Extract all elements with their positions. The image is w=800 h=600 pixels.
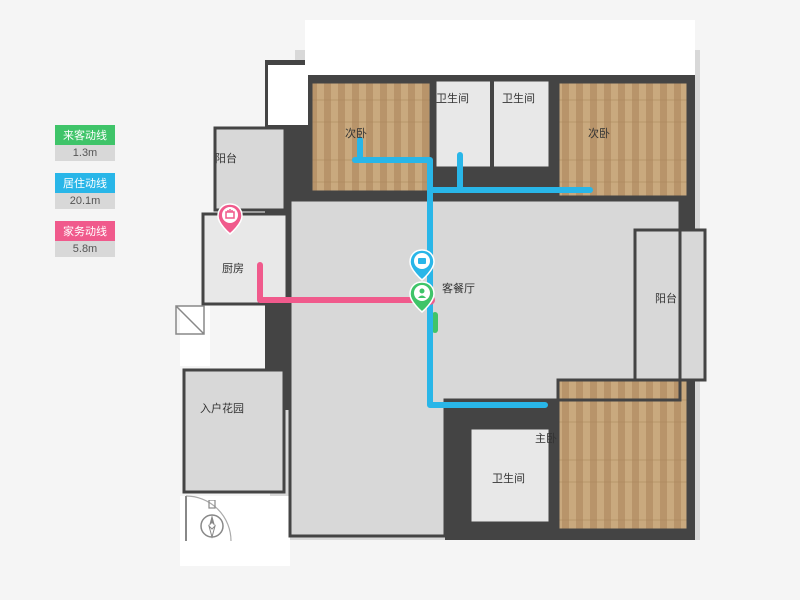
room-label: 厨房 <box>222 260 244 276</box>
room-label: 卫生间 <box>492 470 525 486</box>
room-label: 次卧 <box>345 125 367 141</box>
legend-label-house: 家务动线 <box>55 221 115 241</box>
room-label: 次卧 <box>588 125 610 141</box>
legend-value-living: 20.1m <box>55 193 115 209</box>
room-label: 卫生间 <box>502 90 535 106</box>
room-label: 主卧 <box>535 430 557 446</box>
room-label: 阳台 <box>655 290 677 306</box>
person-marker-icon <box>408 280 436 314</box>
legend-label-living: 居住动线 <box>55 173 115 193</box>
legend-item-guest: 来客动线 1.3m <box>55 125 115 161</box>
seat-marker-icon <box>408 248 436 282</box>
legend-item-living: 居住动线 20.1m <box>55 173 115 209</box>
floor-plan: 次卧卫生间卫生间次卧阳台厨房客餐厅阳台入户花园卫生间主卧 <box>170 20 740 580</box>
legend-value-house: 5.8m <box>55 241 115 257</box>
room-label: 入户花园 <box>200 400 244 416</box>
legend-value-guest: 1.3m <box>55 145 115 161</box>
room-label: 客餐厅 <box>442 280 475 296</box>
legend-label-guest: 来客动线 <box>55 125 115 145</box>
room-label: 卫生间 <box>436 90 469 106</box>
legend: 来客动线 1.3m 居住动线 20.1m 家务动线 5.8m <box>55 125 115 269</box>
cook-marker-icon <box>216 202 244 236</box>
room-label: 阳台 <box>215 150 237 166</box>
compass-icon <box>195 500 229 545</box>
legend-item-house: 家务动线 5.8m <box>55 221 115 257</box>
